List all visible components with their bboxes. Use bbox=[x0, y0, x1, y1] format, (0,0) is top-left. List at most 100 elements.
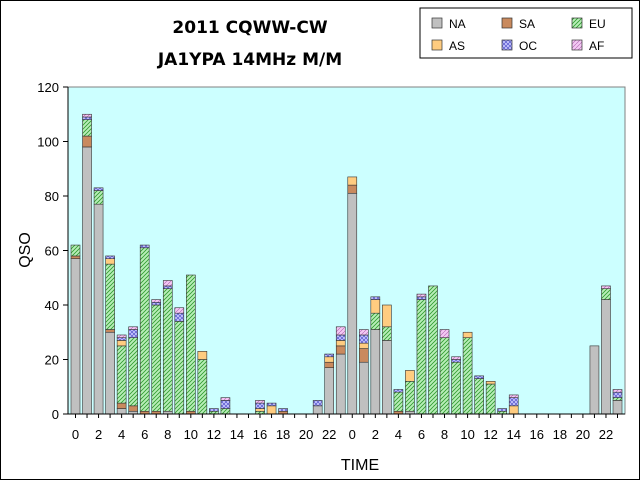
bar-sa-22 bbox=[324, 361, 335, 368]
bar-eu-2 bbox=[93, 190, 104, 205]
x-tick-label: 0 bbox=[349, 427, 356, 442]
y-tick-label: 0 bbox=[52, 407, 59, 422]
legend-label-oc: OC bbox=[519, 39, 537, 53]
y-tick-label: 60 bbox=[45, 244, 59, 259]
bar-as-17 bbox=[266, 405, 277, 415]
bar-eu-11 bbox=[197, 359, 208, 415]
bar-as-3 bbox=[105, 258, 115, 265]
x-tick-label: 6 bbox=[141, 427, 148, 442]
x-tick-label: 10 bbox=[184, 427, 198, 442]
bar-sa-23 bbox=[335, 345, 346, 355]
x-tick-label: 0 bbox=[72, 427, 79, 442]
y-tick-label: 120 bbox=[37, 80, 59, 95]
bar-eu-27 bbox=[382, 326, 392, 341]
bar-eu-29 bbox=[405, 380, 415, 412]
x-tick-label: 22 bbox=[322, 427, 336, 442]
bar-oc-28 bbox=[393, 389, 404, 393]
legend-label-af: AF bbox=[589, 39, 604, 53]
bar-af-4 bbox=[116, 334, 127, 339]
legend-label-sa: SA bbox=[519, 17, 535, 31]
bar-na-24 bbox=[347, 192, 358, 415]
bar-as-26 bbox=[370, 299, 381, 314]
bar-eu-9 bbox=[174, 321, 185, 415]
bar-oc-35 bbox=[474, 375, 484, 379]
legend-swatch-na bbox=[431, 17, 443, 29]
bar-as-29 bbox=[405, 370, 415, 382]
bar-na-45 bbox=[589, 345, 600, 415]
legend-box bbox=[419, 7, 633, 59]
bar-as-36 bbox=[485, 380, 496, 385]
bar-oc-7 bbox=[151, 301, 162, 306]
bar-af-8 bbox=[162, 280, 173, 287]
legend: NA SA EU AS OC AF bbox=[419, 7, 633, 59]
x-tick-label: 16 bbox=[253, 427, 267, 442]
x-tick-label: 8 bbox=[441, 427, 448, 442]
chart-subtitle: JA1YPA 14MHz M/M bbox=[157, 50, 343, 70]
bar-na-27 bbox=[382, 340, 392, 415]
bar-as-4 bbox=[116, 340, 127, 347]
bar-oc-6 bbox=[139, 244, 150, 249]
bar-na-21 bbox=[312, 405, 323, 415]
bar-eu-5 bbox=[128, 337, 138, 407]
bar-oc-1 bbox=[82, 116, 92, 121]
bar-af-13 bbox=[220, 397, 231, 401]
bar-na-2 bbox=[93, 203, 104, 415]
bar-na-22 bbox=[324, 367, 335, 415]
x-tick-label: 16 bbox=[530, 427, 544, 442]
x-tick-label: 10 bbox=[460, 427, 474, 442]
x-tick-label: 12 bbox=[207, 427, 221, 442]
bar-af-16 bbox=[255, 400, 265, 404]
x-tick-label: 18 bbox=[276, 427, 290, 442]
bar-eu-8 bbox=[162, 288, 173, 412]
bar-eu-47 bbox=[612, 397, 623, 401]
bar-group bbox=[70, 113, 623, 415]
bar-eu-31 bbox=[428, 285, 438, 415]
bar-as-27 bbox=[382, 304, 392, 328]
bar-na-23 bbox=[335, 353, 346, 415]
bar-as-11 bbox=[197, 351, 208, 360]
bar-na-3 bbox=[105, 331, 115, 415]
bar-af-9 bbox=[174, 307, 185, 314]
bar-sa-0 bbox=[70, 255, 81, 259]
bar-na-4 bbox=[116, 408, 127, 415]
x-tick-label: 4 bbox=[118, 427, 125, 442]
legend-label-as: AS bbox=[449, 39, 465, 53]
legend-swatch-oc bbox=[501, 39, 513, 51]
chart-title: 2011 CQWW-CW bbox=[172, 18, 328, 38]
bar-eu-46 bbox=[601, 288, 611, 300]
bar-eu-30 bbox=[416, 299, 427, 415]
bar-eu-28 bbox=[393, 391, 404, 412]
bar-sa-5 bbox=[128, 405, 138, 412]
y-tick-label: 20 bbox=[45, 353, 59, 368]
x-tick-label: 20 bbox=[576, 427, 590, 442]
legend-swatch-af bbox=[571, 39, 583, 51]
bar-eu-34 bbox=[462, 337, 473, 415]
bar-af-23 bbox=[335, 326, 346, 336]
x-tick-label: 12 bbox=[483, 427, 497, 442]
bar-sa-25 bbox=[358, 348, 369, 363]
bar-sa-1 bbox=[82, 135, 92, 148]
bar-na-26 bbox=[370, 329, 381, 415]
bar-as-16 bbox=[255, 408, 265, 412]
bar-as-24 bbox=[347, 176, 358, 186]
bar-oc-13 bbox=[220, 400, 231, 409]
bar-oc-47 bbox=[612, 391, 623, 398]
bar-oc-3 bbox=[105, 255, 115, 259]
bar-as-38 bbox=[508, 405, 519, 415]
bar-as-23 bbox=[335, 340, 346, 347]
bar-oc-17 bbox=[266, 402, 277, 407]
bar-oc-2 bbox=[93, 187, 104, 191]
bar-eu-35 bbox=[474, 378, 484, 415]
bar-oc-25 bbox=[358, 334, 369, 344]
bar-na-47 bbox=[612, 400, 623, 415]
legend-swatch-sa bbox=[501, 17, 513, 29]
bar-oc-21 bbox=[312, 400, 323, 407]
x-tick-label: 18 bbox=[553, 427, 567, 442]
bar-af-5 bbox=[128, 326, 138, 330]
y-axis-label: QSO bbox=[17, 232, 34, 268]
x-tick-label: 14 bbox=[230, 427, 244, 442]
x-tick-label: 22 bbox=[599, 427, 613, 442]
y-tick-label: 80 bbox=[45, 189, 59, 204]
bar-na-25 bbox=[358, 361, 369, 415]
bar-af-46 bbox=[601, 285, 611, 289]
